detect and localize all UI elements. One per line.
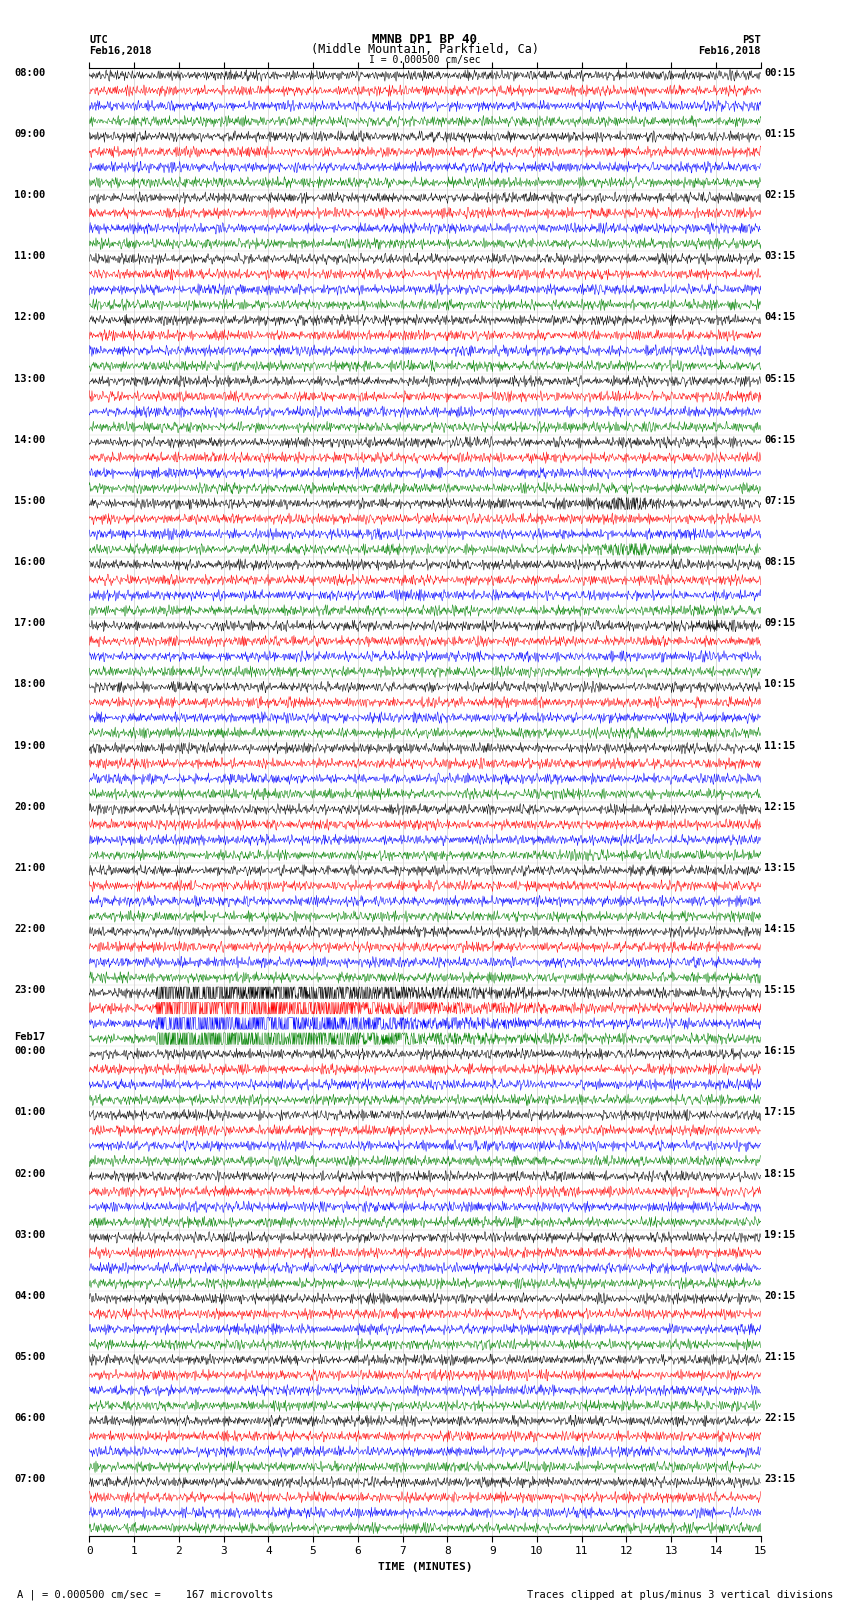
Text: Feb17: Feb17 <box>14 1032 46 1042</box>
Text: 13:15: 13:15 <box>764 863 796 873</box>
Text: 16:00: 16:00 <box>14 556 46 568</box>
Text: 03:00: 03:00 <box>14 1229 46 1240</box>
Text: UTC: UTC <box>89 35 108 45</box>
Text: Traces clipped at plus/minus 3 vertical divisions: Traces clipped at plus/minus 3 vertical … <box>527 1590 833 1600</box>
Text: 12:00: 12:00 <box>14 313 46 323</box>
Text: 11:00: 11:00 <box>14 252 46 261</box>
Text: 00:00: 00:00 <box>14 1047 46 1057</box>
Text: 01:00: 01:00 <box>14 1108 46 1118</box>
Text: 11:15: 11:15 <box>764 740 796 750</box>
Text: 14:15: 14:15 <box>764 924 796 934</box>
Text: PST: PST <box>742 35 761 45</box>
Text: 22:15: 22:15 <box>764 1413 796 1423</box>
Text: 20:00: 20:00 <box>14 802 46 811</box>
Text: 02:15: 02:15 <box>764 190 796 200</box>
Text: 22:00: 22:00 <box>14 924 46 934</box>
Text: 00:15: 00:15 <box>764 68 796 77</box>
Text: 04:00: 04:00 <box>14 1290 46 1302</box>
Text: 18:00: 18:00 <box>14 679 46 689</box>
Text: 08:00: 08:00 <box>14 68 46 77</box>
Text: (Middle Mountain, Parkfield, Ca): (Middle Mountain, Parkfield, Ca) <box>311 44 539 56</box>
Text: 18:15: 18:15 <box>764 1168 796 1179</box>
Text: 05:00: 05:00 <box>14 1352 46 1361</box>
Text: 09:00: 09:00 <box>14 129 46 139</box>
Text: 20:15: 20:15 <box>764 1290 796 1302</box>
Text: MMNB DP1 BP 40: MMNB DP1 BP 40 <box>372 32 478 45</box>
Text: 02:00: 02:00 <box>14 1168 46 1179</box>
Text: 01:15: 01:15 <box>764 129 796 139</box>
Text: 10:00: 10:00 <box>14 190 46 200</box>
Text: 19:15: 19:15 <box>764 1229 796 1240</box>
Text: Feb16,2018: Feb16,2018 <box>698 47 761 56</box>
Text: 04:15: 04:15 <box>764 313 796 323</box>
Text: 09:15: 09:15 <box>764 618 796 627</box>
Text: 21:00: 21:00 <box>14 863 46 873</box>
Text: 07:00: 07:00 <box>14 1474 46 1484</box>
Text: 08:15: 08:15 <box>764 556 796 568</box>
Text: 07:15: 07:15 <box>764 495 796 506</box>
Text: 13:00: 13:00 <box>14 374 46 384</box>
Text: 15:15: 15:15 <box>764 986 796 995</box>
Text: 21:15: 21:15 <box>764 1352 796 1361</box>
Text: 16:15: 16:15 <box>764 1047 796 1057</box>
Text: 06:15: 06:15 <box>764 436 796 445</box>
Text: 03:15: 03:15 <box>764 252 796 261</box>
Text: I = 0.000500 cm/sec: I = 0.000500 cm/sec <box>369 55 481 65</box>
Text: 05:15: 05:15 <box>764 374 796 384</box>
X-axis label: TIME (MINUTES): TIME (MINUTES) <box>377 1561 473 1571</box>
Text: 17:15: 17:15 <box>764 1108 796 1118</box>
Text: 12:15: 12:15 <box>764 802 796 811</box>
Text: 15:00: 15:00 <box>14 495 46 506</box>
Text: 19:00: 19:00 <box>14 740 46 750</box>
Text: 06:00: 06:00 <box>14 1413 46 1423</box>
Text: Feb16,2018: Feb16,2018 <box>89 47 152 56</box>
Text: 10:15: 10:15 <box>764 679 796 689</box>
Text: 23:00: 23:00 <box>14 986 46 995</box>
Text: 17:00: 17:00 <box>14 618 46 627</box>
Text: 14:00: 14:00 <box>14 436 46 445</box>
Text: A | = 0.000500 cm/sec =    167 microvolts: A | = 0.000500 cm/sec = 167 microvolts <box>17 1589 273 1600</box>
Text: 23:15: 23:15 <box>764 1474 796 1484</box>
